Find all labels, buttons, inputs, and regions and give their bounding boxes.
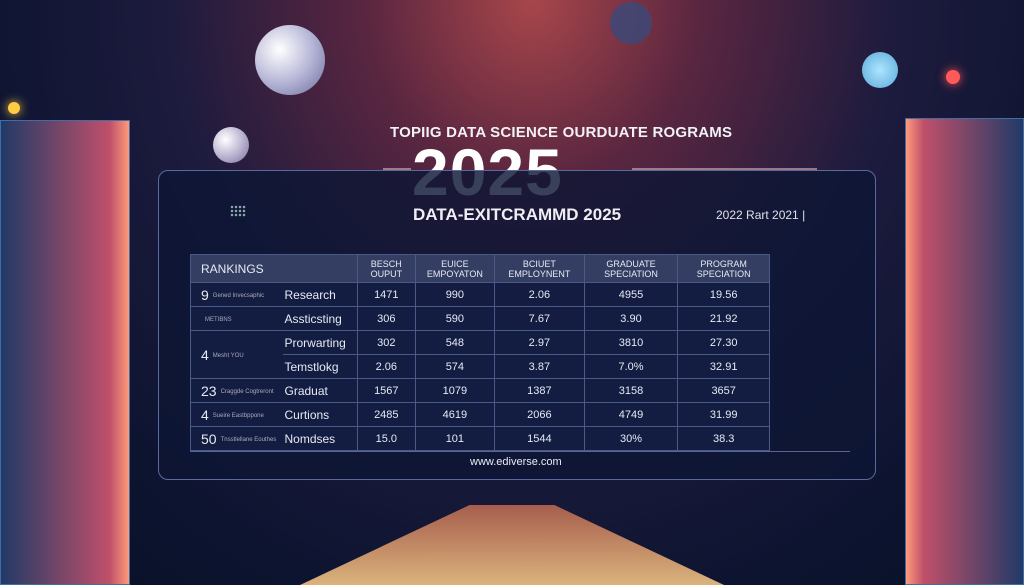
rank-cell: 4 Sueire Eastbppone xyxy=(190,402,283,427)
table-row: METIBNS Assticsting 306 590 7.67 3.90 21.92 xyxy=(190,306,770,331)
subtitle: TOPIIG DATA SCIENCE OURDUATE ROGRAMS xyxy=(390,124,733,141)
table-row: Temstlokg 2.06 574 3.87 7.0% 32.91 xyxy=(191,354,770,379)
rank-note: METIBNS xyxy=(205,317,232,324)
rank-note: Sueire Eastbppone xyxy=(212,413,264,420)
panel-years: 2022 Rart 2021 | xyxy=(716,208,806,222)
value-cell: 306 xyxy=(357,306,416,331)
value-cell: 990 xyxy=(414,282,496,307)
value-cell: 31.99 xyxy=(677,402,770,427)
rank-note: Mesht YOU xyxy=(212,353,244,360)
program-name: Research xyxy=(282,282,358,307)
rank-cell: 9 Gened Invecsaphic xyxy=(190,282,283,307)
orb-decoration xyxy=(610,2,652,44)
program-name: Temstlokg xyxy=(282,354,358,379)
rank-number: 23 xyxy=(201,382,217,399)
rank-note: Tnsstlellane Eouthes xyxy=(220,437,277,444)
value-cell: 2.97 xyxy=(494,330,585,355)
value-cell: 302 xyxy=(357,330,416,355)
value-cell: 2066 xyxy=(494,402,585,427)
table-row: 9 Gened Invecsaphic Research 1471 990 2.06 495… xyxy=(190,282,770,307)
road-glow xyxy=(300,505,724,585)
orb-decoration xyxy=(946,70,960,84)
value-cell: 7.67 xyxy=(494,306,585,331)
column-header: GRADUATE SPECIATION xyxy=(583,254,679,283)
table-row: 23 Craggde Cogtreront Graduat 1567 1079 1387 3… xyxy=(190,378,770,403)
rank-cell: 4 Mesht YOU xyxy=(190,330,283,379)
program-name: Prorwarting xyxy=(282,330,358,355)
value-cell: 4749 xyxy=(583,402,679,427)
value-cell: 4619 xyxy=(414,402,496,427)
value-cell: 3.90 xyxy=(583,306,679,331)
value-cell: 1544 xyxy=(494,426,585,451)
value-cell: 1387 xyxy=(494,378,585,403)
table-row: 4 Sueire Eastbppone Curtions 2485 4619 2066 47… xyxy=(190,402,770,427)
rank-cell: 23 Craggde Cogtreront xyxy=(190,378,283,403)
value-cell: 32.91 xyxy=(677,354,770,379)
rank-note: Craggde Cogtreront xyxy=(220,389,274,396)
value-cell: 38.3 xyxy=(677,426,770,451)
value-cell: 574 xyxy=(414,354,496,379)
value-cell: 3657 xyxy=(677,378,770,403)
value-cell: 1471 xyxy=(357,282,416,307)
program-name: Nomdses xyxy=(282,426,358,451)
building-left xyxy=(0,120,130,585)
rank-number: 4 xyxy=(201,346,209,363)
orb-decoration xyxy=(8,102,20,114)
divider xyxy=(632,168,817,170)
value-cell: 2.06 xyxy=(357,354,416,379)
rank-note: Gened Invecsaphic xyxy=(212,293,265,300)
value-cell: 101 xyxy=(414,426,496,451)
value-cell: 2.06 xyxy=(494,282,585,307)
value-cell: 1079 xyxy=(414,378,496,403)
table-row: 50 Tnsstlellane Eouthes Nomdses 15.0 101 1544… xyxy=(190,426,770,451)
dots-icon xyxy=(230,205,246,217)
value-cell: 21.92 xyxy=(677,306,770,331)
value-cell: 15.0 xyxy=(357,426,416,451)
value-cell: 7.0% xyxy=(583,354,679,379)
value-cell: 590 xyxy=(414,306,496,331)
divider xyxy=(383,168,411,170)
divider xyxy=(190,451,850,452)
rank-number: 50 xyxy=(201,430,217,447)
column-header: PROGRAM SPECIATION xyxy=(677,254,770,283)
rankings-table: RANKINGS BESCH OUPUT EUICE EMPOYATON BCI… xyxy=(190,254,770,451)
value-cell: 27.30 xyxy=(677,330,770,355)
program-name: Curtions xyxy=(282,402,358,427)
program-name: Assticsting xyxy=(282,306,358,331)
rank-cell: 50 Tnsstlellane Eouthes xyxy=(190,426,283,451)
value-cell: 1567 xyxy=(357,378,416,403)
rank-cell: METIBNS xyxy=(190,306,283,331)
value-cell: 3158 xyxy=(583,378,679,403)
panel-title: DATA-EXITCRAMMD 2025 xyxy=(413,205,622,224)
column-header: EUICE EMPOYATON xyxy=(414,254,496,283)
column-header: RANKINGS xyxy=(190,254,358,283)
value-cell: 3.87 xyxy=(494,354,585,379)
footer-url: www.ediverse.com xyxy=(470,456,562,468)
rank-number: 4 xyxy=(201,406,209,423)
column-header: BCIUET EMPLOYNENT xyxy=(494,254,585,283)
column-header: BESCH OUPUT xyxy=(357,254,416,283)
value-cell: 30% xyxy=(583,426,679,451)
value-cell: 4955 xyxy=(583,282,679,307)
value-cell: 548 xyxy=(414,330,496,355)
building-right xyxy=(905,118,1024,585)
molecule-decoration xyxy=(255,25,325,95)
table-row: 4 Mesht YOU Prorwarting 302 548 2.97 3810 27.30 xyxy=(190,330,770,379)
program-name: Graduat xyxy=(282,378,358,403)
orb-decoration xyxy=(862,52,898,88)
value-cell: 19.56 xyxy=(677,282,770,307)
value-cell: 2485 xyxy=(357,402,416,427)
table-header: RANKINGS BESCH OUPUT EUICE EMPOYATON BCI… xyxy=(190,254,770,283)
rank-number: 9 xyxy=(201,286,209,303)
value-cell: 3810 xyxy=(583,330,679,355)
molecule-decoration xyxy=(213,127,249,163)
